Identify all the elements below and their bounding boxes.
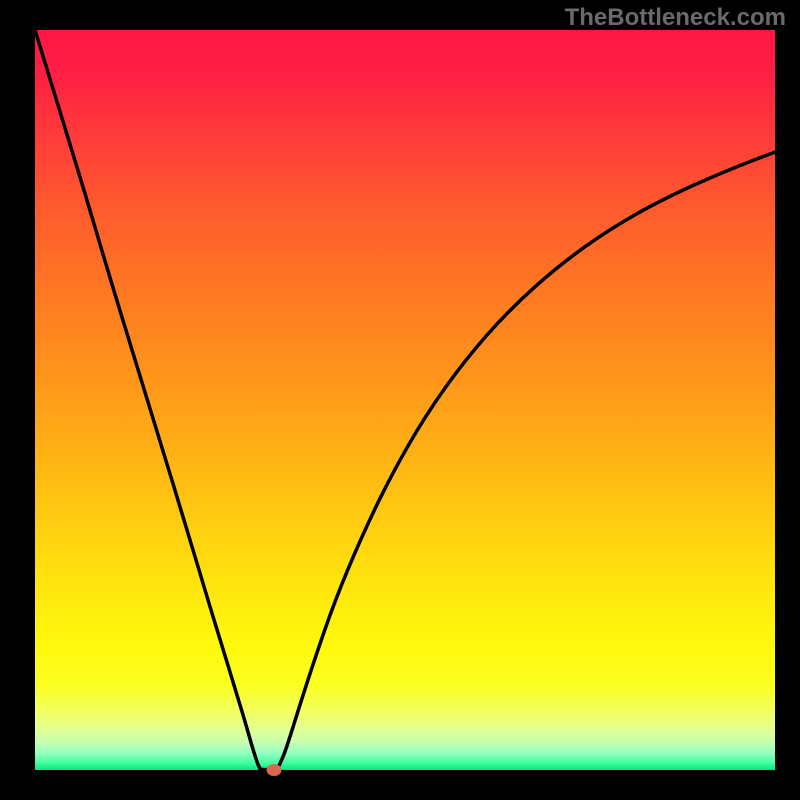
figure-root: TheBottleneck.com (0, 0, 800, 800)
plot-area (35, 30, 775, 770)
optimum-marker (267, 764, 282, 776)
plot-svg (35, 30, 775, 770)
watermark-text: TheBottleneck.com (565, 4, 786, 32)
